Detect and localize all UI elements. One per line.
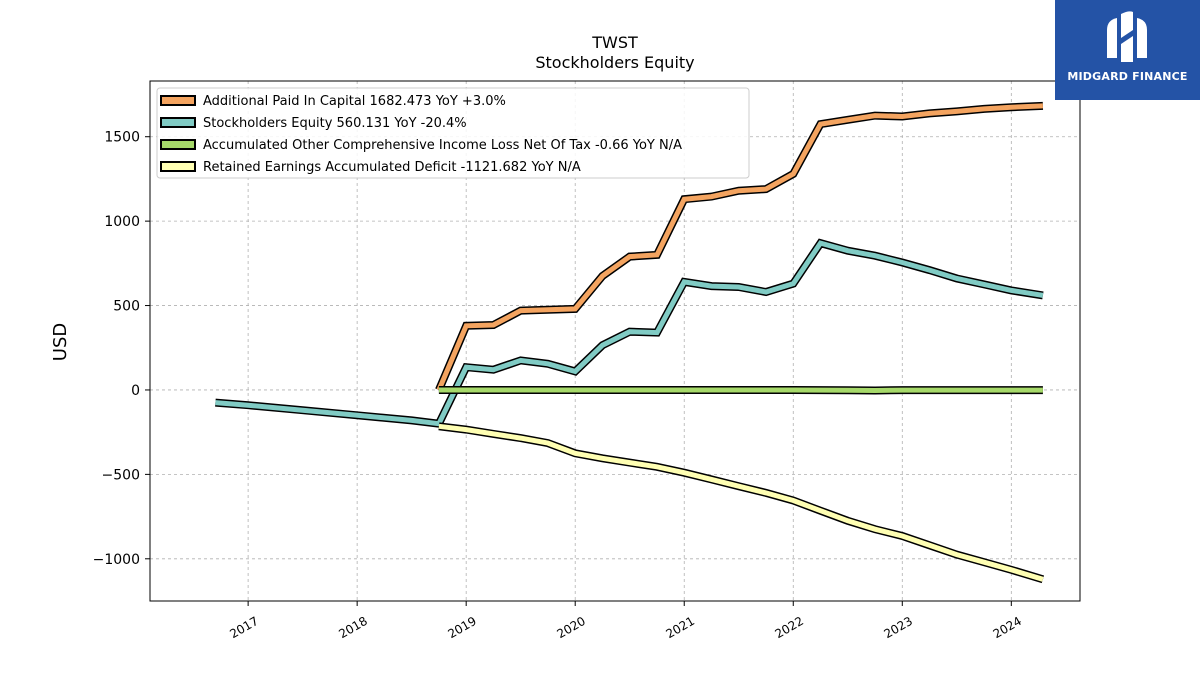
series-outline-4 [438, 422, 1045, 584]
plot-frame [149, 80, 1081, 602]
legend-entry: Additional Paid In Capital 1682.473 YoY … [203, 94, 506, 109]
logo-text: MIDGARD FINANCE [1067, 70, 1188, 83]
y-axis: −1000 −500 0 500 1000 1500 [93, 130, 150, 568]
y-tick-label: 0 [131, 383, 140, 399]
x-tick-label: 2024 [991, 614, 1024, 641]
y-axis-label: USD [50, 323, 71, 361]
x-tick-label: 2020 [554, 614, 587, 641]
midgard-finance-logo: MIDGARD FINANCE [1055, 0, 1200, 100]
chart-title: TWST [591, 33, 638, 52]
legend-swatch [160, 139, 196, 150]
y-tick-label: −1000 [93, 552, 140, 568]
series-line-2 [215, 240, 1044, 427]
y-tick-label: 1000 [104, 214, 140, 230]
x-tick-label: 2018 [336, 614, 369, 641]
x-tick-label: 2017 [227, 614, 260, 641]
series-line-1 [436, 103, 1044, 391]
legend-entry: Accumulated Other Comprehensive Income L… [203, 138, 682, 153]
series-line-3 [438, 387, 1043, 394]
legend-swatch [160, 117, 196, 128]
y-tick-label: 500 [113, 299, 140, 315]
x-tick-label: 2022 [773, 614, 806, 641]
legend-swatch [160, 161, 196, 172]
series-line-4 [438, 423, 1044, 582]
y-tick-label: 1500 [104, 130, 140, 146]
legend-entry: Retained Earnings Accumulated Deficit -1… [203, 160, 581, 175]
legend-box [156, 87, 750, 179]
legend-entry: Stockholders Equity 560.131 YoY -20.4% [203, 116, 467, 131]
x-tick-label: 2023 [882, 614, 915, 641]
logo-mark-icon [1107, 11, 1147, 63]
legend-swatch [160, 95, 196, 106]
x-axis: 2017 2018 2019 2020 2021 2022 2023 2024 [227, 601, 1024, 641]
series-layer [215, 101, 1045, 584]
legend: Additional Paid In Capital 1682.473 YoY … [156, 87, 750, 179]
x-tick-label: 2019 [445, 614, 478, 641]
x-tick-label: 2021 [664, 614, 697, 641]
y-tick-label: −500 [102, 467, 140, 483]
chart-subtitle: Stockholders Equity [535, 53, 694, 72]
